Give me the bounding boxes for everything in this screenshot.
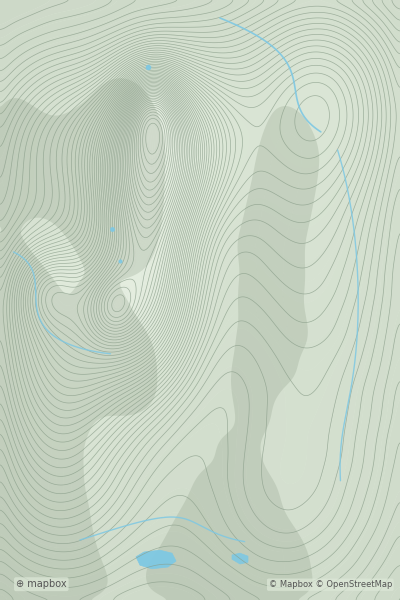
Polygon shape xyxy=(232,553,248,564)
Text: ⊕ mapbox: ⊕ mapbox xyxy=(16,579,67,589)
Polygon shape xyxy=(136,550,176,569)
Text: © Mapbox © OpenStreetMap: © Mapbox © OpenStreetMap xyxy=(269,580,392,589)
